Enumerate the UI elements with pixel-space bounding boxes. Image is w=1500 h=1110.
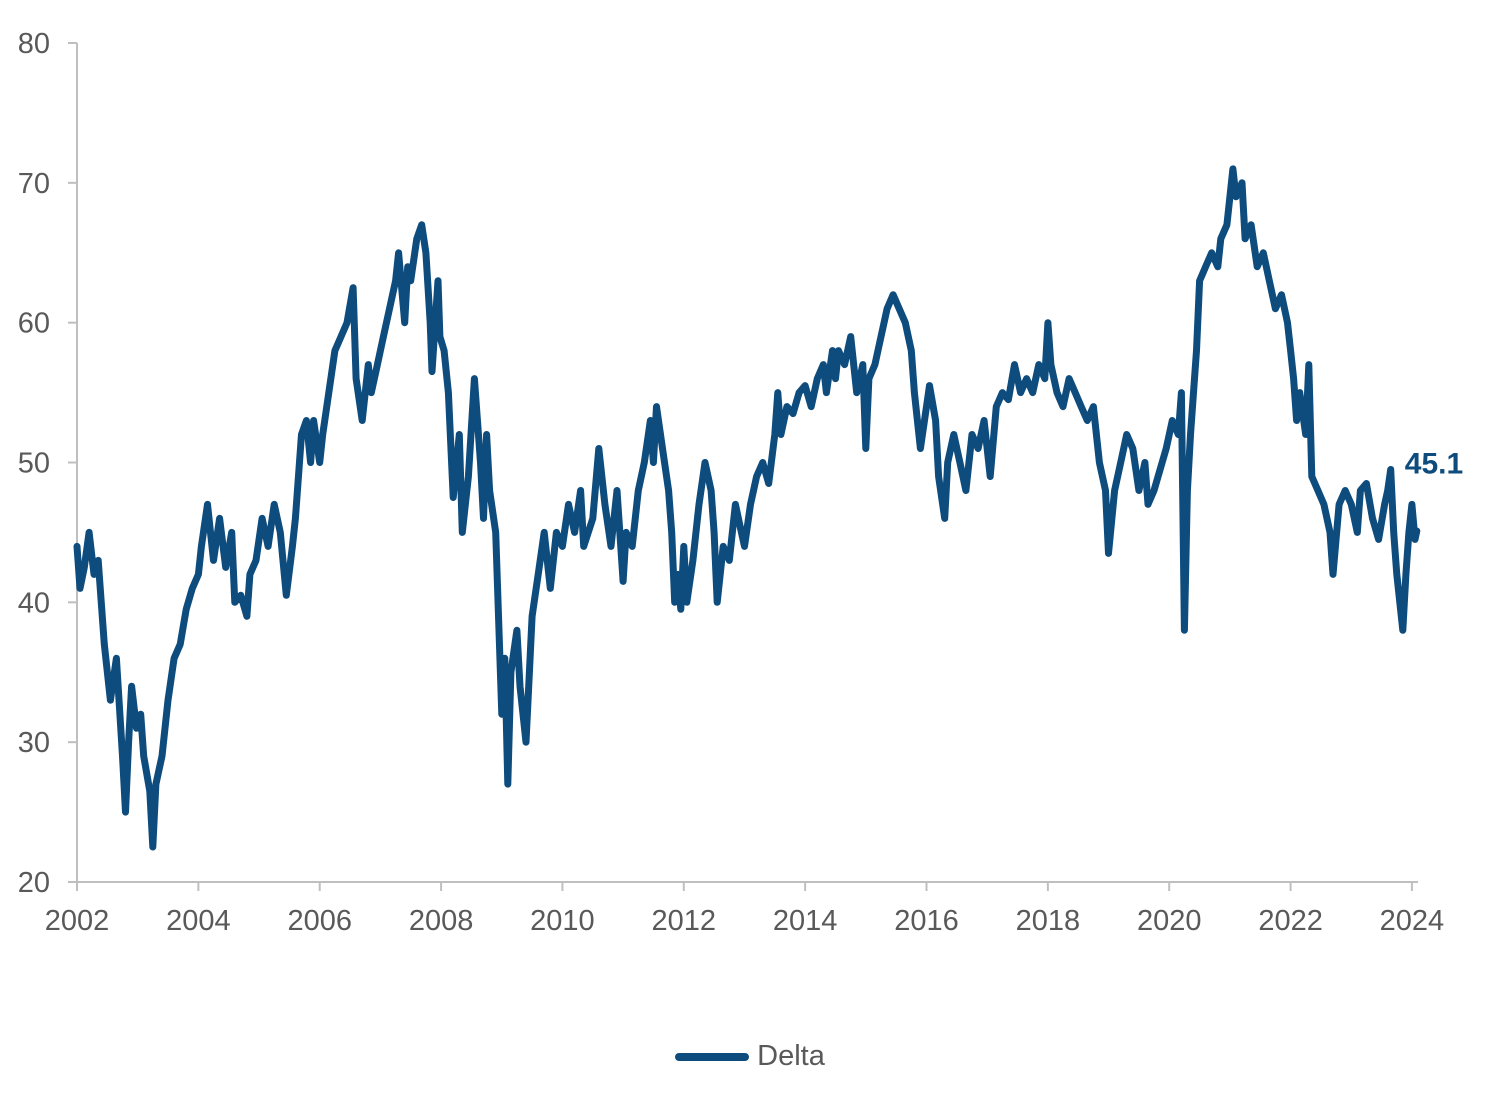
- axes: [68, 42, 1418, 891]
- x-tick-label: 2018: [1016, 905, 1081, 937]
- y-tick-label: 30: [18, 727, 50, 759]
- end-value-label: 45.1: [1405, 448, 1463, 481]
- legend-swatch-delta: [675, 1052, 750, 1061]
- y-tick-label: 50: [18, 448, 50, 480]
- x-tick-label: 2010: [530, 905, 595, 937]
- series-line-delta: [73, 165, 1421, 851]
- x-tick-label: 2022: [1258, 905, 1323, 937]
- series-layer: [73, 165, 1421, 851]
- x-tick-label: 2006: [287, 905, 352, 937]
- x-tick-label: 2004: [166, 905, 231, 937]
- y-tick-label: 60: [18, 308, 50, 340]
- x-tick-label: 2002: [45, 905, 110, 937]
- y-tick-label: 20: [18, 867, 50, 899]
- tick-labels: 20 30 40 50 60 70 80 2002 2004 2006 2008 2010 2012 20…: [18, 28, 1444, 937]
- y-tick-label: 70: [18, 168, 50, 200]
- legend: Delta: [0, 1040, 1500, 1073]
- x-tick-label: 2020: [1137, 905, 1202, 937]
- x-tick-label: 2008: [409, 905, 474, 937]
- legend-label-delta: Delta: [757, 1040, 825, 1072]
- y-tick-label: 40: [18, 587, 50, 619]
- y-tick-label: 80: [18, 28, 50, 60]
- x-tick-label: 2016: [894, 905, 959, 937]
- x-tick-label: 2014: [773, 905, 838, 937]
- x-tick-label: 2012: [652, 905, 717, 937]
- x-tick-label: 2024: [1380, 905, 1445, 937]
